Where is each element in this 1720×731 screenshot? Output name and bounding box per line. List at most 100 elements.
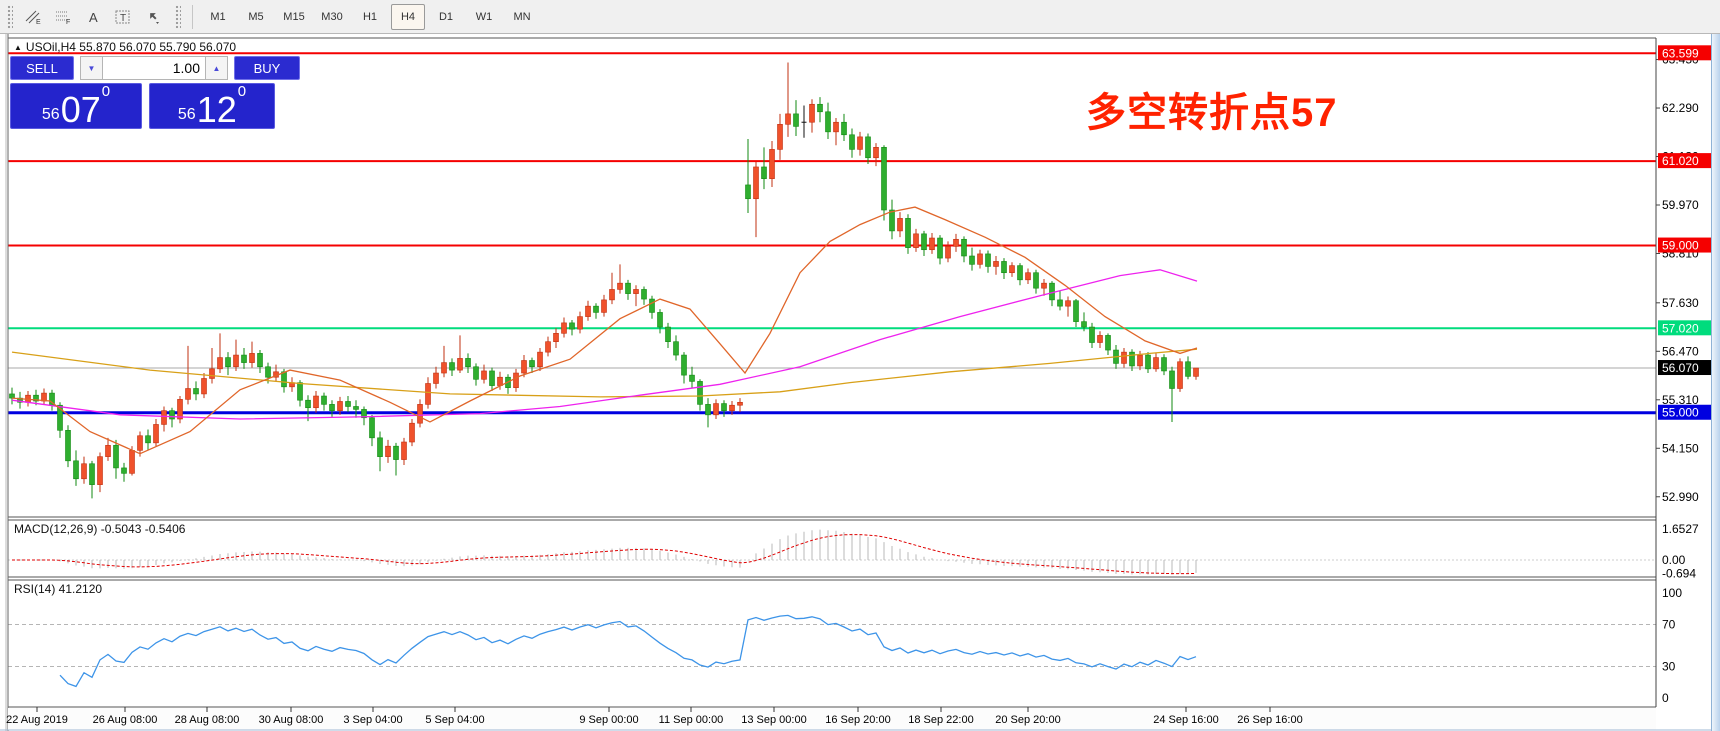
candle-body: [753, 166, 759, 200]
timeframe-h4[interactable]: H4: [391, 3, 425, 30]
volume-input[interactable]: 1.00: [103, 56, 205, 80]
time-tick-label[interactable]: 28 Aug 08:00: [175, 714, 240, 726]
buy-price-display[interactable]: 56 12 0: [149, 83, 275, 129]
candle-body: [177, 399, 183, 420]
candle-body: [321, 395, 327, 405]
candle-body: [1033, 272, 1039, 289]
candle-body: [761, 166, 767, 179]
time-tick-label[interactable]: 5 Sep 04:00: [425, 714, 484, 726]
toolbar-drag-handle[interactable]: [7, 4, 13, 29]
time-tick-label[interactable]: 20 Sep 20:00: [995, 714, 1060, 726]
timeframe-w1[interactable]: W1: [475, 10, 493, 23]
time-tick-label[interactable]: 11 Sep 00:00: [659, 714, 724, 726]
rsi-axis-label[interactable]: 0: [1662, 691, 1669, 705]
candle-body: [1097, 335, 1103, 343]
price-tick-label[interactable]: 55.310: [1662, 393, 1699, 407]
time-tick-label[interactable]: 13 Sep 00:00: [741, 714, 806, 726]
time-tick-label[interactable]: 9 Sep 00:00: [579, 714, 638, 726]
price-tick-label[interactable]: 62.290: [1662, 101, 1699, 115]
candle-body: [1001, 261, 1007, 274]
timeframe-m30[interactable]: M30: [321, 10, 343, 23]
candle-body: [409, 422, 415, 443]
time-axis-strip[interactable]: [8, 708, 1656, 730]
candle-body: [113, 445, 119, 469]
timeframe-mn[interactable]: MN: [513, 10, 531, 23]
candle-body: [945, 246, 951, 259]
price-tick-label[interactable]: 52.990: [1662, 490, 1699, 504]
time-tick-label[interactable]: 26 Aug 08:00: [93, 714, 158, 726]
sell-price-display[interactable]: 56 07 0: [10, 83, 142, 129]
candle-body: [449, 362, 455, 371]
timeframe-m5[interactable]: M5: [248, 10, 264, 23]
timeframe-m15[interactable]: M15: [283, 10, 305, 23]
fibonacci-tool-icon[interactable]: F: [49, 3, 77, 31]
price-badge-63.599: [1658, 45, 1712, 61]
candle-body: [441, 362, 447, 374]
macd-axis-label[interactable]: -0.694: [1662, 566, 1696, 580]
candle-body: [225, 357, 231, 368]
candle-body: [353, 406, 359, 410]
rsi-axis-label[interactable]: 70: [1662, 618, 1676, 632]
toolbar-drag-handle-2[interactable]: [175, 4, 181, 29]
candle-body: [841, 121, 847, 136]
volume-decrease-icon[interactable]: ▼: [80, 56, 103, 80]
sell-price-pips: 07: [60, 88, 101, 130]
buy-price-whole: 56: [177, 106, 196, 123]
buy-button[interactable]: BUY: [234, 56, 300, 80]
text-tool-icon[interactable]: A: [79, 3, 107, 31]
candle-body: [457, 358, 463, 371]
time-tick-label[interactable]: 24 Sep 16:00: [1153, 714, 1218, 726]
text-label-tool-icon[interactable]: T: [109, 3, 137, 31]
macd-axis-label[interactable]: 1.6527: [1662, 522, 1699, 536]
time-tick-label[interactable]: 26 Sep 16:00: [1237, 714, 1302, 726]
price-badge-label: 63.599: [1662, 46, 1699, 60]
candle-body: [1177, 361, 1183, 389]
candle-body: [673, 341, 679, 356]
candle-body: [729, 404, 735, 411]
trendline-tool-icon[interactable]: E: [19, 3, 47, 31]
price-tick-label[interactable]: 57.630: [1662, 296, 1699, 310]
candle-body: [161, 410, 167, 425]
candle-body: [553, 333, 559, 342]
price-tick-label[interactable]: 56.470: [1662, 344, 1699, 358]
price-tick-label[interactable]: 54.150: [1662, 441, 1699, 455]
candle-body: [617, 282, 623, 290]
candle-body: [345, 401, 351, 407]
price-tick-label[interactable]: 59.970: [1662, 198, 1699, 212]
rsi-axis-label[interactable]: 100: [1662, 586, 1682, 600]
candle-body: [465, 358, 471, 368]
candle-body: [305, 399, 311, 409]
timeframe-h1[interactable]: H1: [362, 10, 378, 23]
candle-body: [593, 305, 599, 313]
candle-body: [193, 388, 199, 395]
candle-body: [1041, 282, 1047, 289]
candle-body: [337, 401, 343, 411]
candle-body: [1081, 321, 1087, 328]
candle-body: [641, 289, 647, 300]
candle-body: [201, 378, 207, 395]
symbol-marker-icon: ▲: [14, 43, 22, 52]
candle-body: [265, 366, 271, 378]
time-tick-label[interactable]: 16 Sep 20:00: [825, 714, 890, 726]
candle-body: [497, 376, 503, 386]
timeframe-m1[interactable]: M1: [210, 10, 226, 23]
sell-button[interactable]: SELL: [10, 56, 74, 80]
time-tick-label[interactable]: 3 Sep 04:00: [343, 714, 402, 726]
macd-axis-label[interactable]: 0.00: [1662, 553, 1686, 567]
time-tick-label[interactable]: 22 Aug 2019: [6, 714, 68, 726]
volume-increase-icon[interactable]: ▲: [205, 56, 228, 80]
cursor-tool-icon[interactable]: [139, 3, 167, 31]
time-tick-label[interactable]: 30 Aug 08:00: [259, 714, 324, 726]
rsi-axis-label[interactable]: 30: [1662, 660, 1676, 674]
time-tick-label[interactable]: 18 Sep 22:00: [908, 714, 973, 726]
candle-body: [1089, 326, 1095, 343]
svg-text:T: T: [120, 13, 126, 24]
candle-body: [1105, 335, 1111, 351]
symbol-ohlc-text: USOil,H4 55.870 56.070 55.790 56.070: [25, 40, 237, 54]
candle-body: [393, 445, 399, 460]
candle-body: [793, 113, 799, 127]
timeframe-d1[interactable]: D1: [438, 10, 454, 23]
candle-body: [713, 403, 719, 416]
